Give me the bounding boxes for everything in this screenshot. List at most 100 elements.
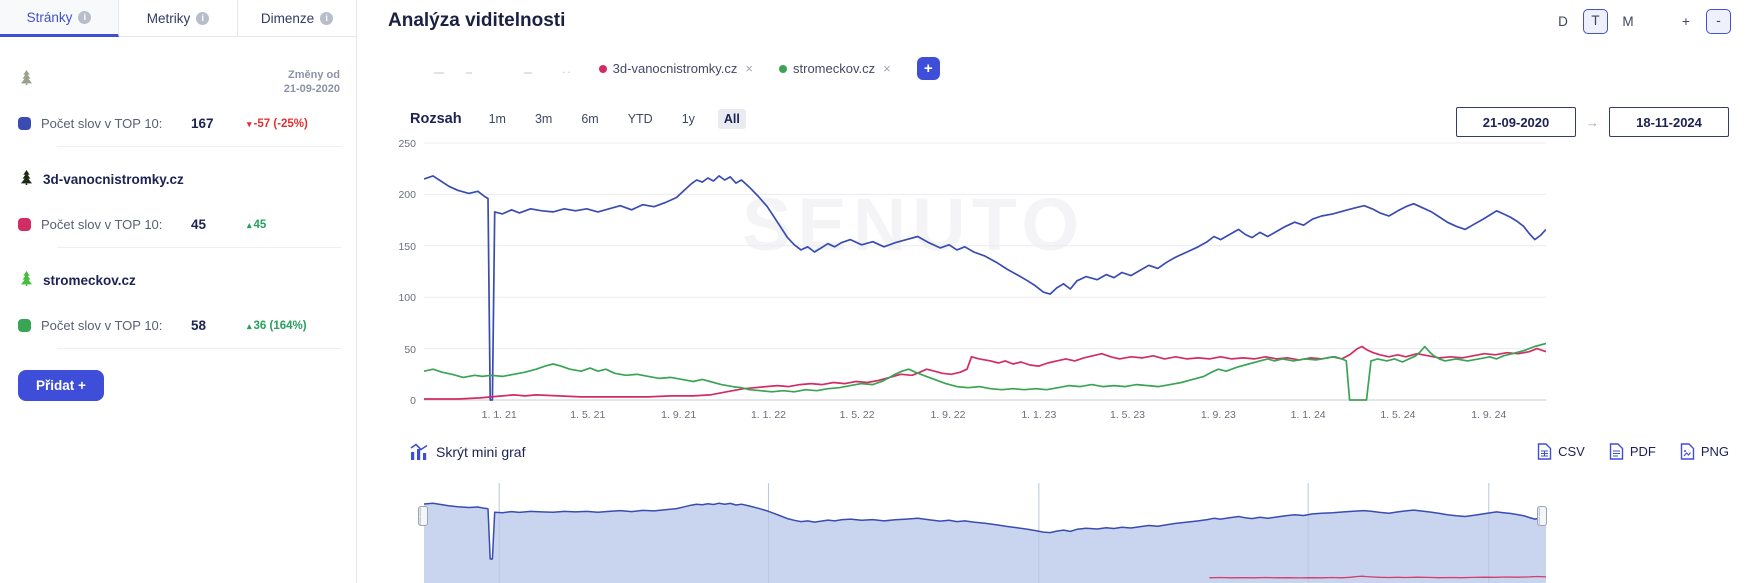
x-tick-label: 1. 1. 24	[1290, 409, 1326, 421]
senuto-watermark: SENUTO	[742, 183, 1086, 266]
info-icon[interactable]: i	[78, 10, 92, 24]
x-tick-label: 1. 9. 22	[930, 409, 966, 421]
metric-value: 58	[191, 318, 207, 333]
metric-label: Počet slov v TOP 10:	[41, 116, 163, 131]
date-range-picker: 21-09-2020 → 18-11-2024	[1456, 107, 1729, 137]
tab-label: Metriky	[146, 10, 191, 26]
y-tick-label: 50	[404, 343, 416, 356]
add-domain-button[interactable]: Přidat +	[18, 370, 104, 401]
y-tick-label: 250	[398, 138, 416, 150]
legend-label: stromeckov.cz	[793, 61, 876, 76]
interval-day-button[interactable]: D	[1558, 14, 1568, 29]
series-dot	[598, 64, 607, 73]
x-tick-label: 1. 5. 21	[570, 409, 606, 421]
x-tick-label: 1. 1. 21	[481, 409, 517, 421]
down-arrow-icon: ▾	[247, 118, 252, 129]
date-from-input[interactable]: 21-09-2020	[1456, 107, 1576, 137]
close-icon[interactable]: ×	[883, 61, 891, 76]
toggle-mini-graph-label: Skrýt mini graf	[436, 444, 526, 460]
x-tick-label: 1. 9. 24	[1471, 409, 1507, 421]
tab-stranky[interactable]: Stránky i	[0, 0, 119, 37]
zoom-out-button[interactable]: -	[1706, 9, 1731, 34]
legend-item-stromeckov[interactable]: stromeckov.cz ×	[779, 61, 891, 76]
export-buttons: CSV PDF PNG	[1537, 443, 1729, 460]
interval-zoom-controls: D T M + -	[1556, 9, 1731, 34]
range-option-1m[interactable]: 1m	[488, 112, 506, 126]
y-tick-label: 150	[398, 240, 416, 253]
y-axis-labels: 0 50 100 150 200 250	[386, 136, 416, 407]
domain-name: 3d-vanocnistromky.cz	[43, 171, 184, 187]
tree-icon	[20, 170, 33, 188]
range-option-6m[interactable]: 6m	[581, 112, 599, 126]
y-tick-label: 0	[410, 395, 416, 407]
toggle-mini-graph-button[interactable]: Skrýt mini graf	[410, 443, 525, 461]
range-option-1y[interactable]: 1y	[681, 112, 695, 126]
metric-change: ▾ -57 (-25%)	[247, 117, 308, 130]
mini-chart-left-handle[interactable]: | |	[418, 506, 428, 526]
legend-redacted-artifact: ..	[562, 61, 573, 76]
y-tick-label: 100	[398, 292, 416, 305]
legend-item-redacted[interactable]	[428, 62, 536, 76]
legend-label: 3d-vanocnistromky.cz	[612, 61, 738, 76]
sidebar: Stránky i Metriky i Dimenze i Změny od 2…	[0, 0, 357, 583]
x-axis-labels: 1. 1. 21 1. 5. 21 1. 9. 21 1. 1. 22 1. 5. 22…	[424, 409, 1546, 425]
info-icon[interactable]: i	[196, 11, 210, 25]
metric-value: 45	[191, 217, 207, 232]
x-tick-label: 1. 9. 23	[1200, 409, 1236, 421]
page-title: Analýza viditelnosti	[388, 10, 566, 31]
interval-week-button[interactable]: T	[1583, 9, 1608, 34]
up-arrow-icon: ▴	[247, 320, 252, 331]
range-option-ytd[interactable]: YTD	[627, 112, 653, 126]
range-selector: Rozsah 1m 3m 6m YTD 1y All	[410, 109, 746, 129]
tab-label: Dimenze	[260, 10, 315, 26]
domain-name: stromeckov.cz	[43, 272, 136, 288]
legend-item-3d-vanocnistromky[interactable]: 3d-vanocnistromky.cz ×	[598, 61, 754, 76]
series-color-swatch	[18, 319, 31, 332]
interval-month-button[interactable]: M	[1622, 14, 1634, 29]
tab-metriky[interactable]: Metriky i	[119, 0, 238, 37]
domain-row-3d-vanocnistromky: 3d-vanocnistromky.cz	[20, 170, 184, 188]
tab-label: Stránky	[26, 9, 73, 25]
metric-change: ▴ 45	[247, 218, 267, 231]
csv-file-icon	[1537, 443, 1552, 460]
metric-row: Počet slov v TOP 10: 45 ▴ 45	[18, 217, 342, 232]
x-tick-label: 1. 1. 22	[750, 409, 786, 421]
divider	[57, 348, 342, 349]
range-option-3m[interactable]: 3m	[534, 112, 553, 126]
add-series-button[interactable]: +	[916, 57, 940, 80]
range-label: Rozsah	[410, 111, 462, 127]
info-icon[interactable]: i	[320, 11, 334, 25]
metric-label: Počet slov v TOP 10:	[41, 217, 163, 232]
mini-chart-right-handle[interactable]: | |	[1537, 506, 1547, 526]
series-dot	[779, 64, 788, 73]
export-csv-button[interactable]: CSV	[1537, 443, 1585, 460]
visibility-line-chart	[424, 142, 1546, 401]
zoom-in-button[interactable]: +	[1682, 14, 1690, 29]
metric-change: ▴ 36 (164%)	[247, 319, 307, 332]
arrow-right-icon: →	[1586, 114, 1599, 130]
export-pdf-button[interactable]: PDF	[1609, 443, 1656, 460]
series-color-swatch	[18, 218, 31, 231]
sidebar-tabs: Stránky i Metriky i Dimenze i	[0, 0, 356, 37]
mini-overview-chart[interactable]	[424, 483, 1546, 583]
date-to-input[interactable]: 18-11-2024	[1609, 107, 1729, 137]
tree-icon	[20, 271, 33, 289]
x-tick-label: 1. 5. 24	[1380, 409, 1416, 421]
export-label: CSV	[1558, 444, 1585, 459]
domain-row-stromeckov: stromeckov.cz	[20, 271, 136, 289]
metric-label: Počet slov v TOP 10:	[41, 318, 163, 333]
x-tick-label: 1. 1. 23	[1021, 409, 1057, 421]
tree-icon	[20, 70, 33, 85]
mini-chart-icon	[410, 443, 428, 461]
series-color-swatch	[18, 117, 31, 130]
range-option-all[interactable]: All	[717, 109, 746, 129]
chart-legend: .. 3d-vanocnistromky.cz × stromeckov.cz …	[428, 57, 940, 80]
x-tick-label: 1. 5. 23	[1109, 409, 1145, 421]
divider	[57, 146, 342, 147]
pdf-file-icon	[1609, 443, 1624, 460]
tab-dimenze[interactable]: Dimenze i	[238, 0, 356, 37]
changes-since-label: Změny od 21-09-2020	[283, 69, 340, 95]
export-png-button[interactable]: PNG	[1680, 443, 1729, 460]
x-tick-label: 1. 9. 21	[661, 409, 697, 421]
close-icon[interactable]: ×	[745, 61, 754, 76]
